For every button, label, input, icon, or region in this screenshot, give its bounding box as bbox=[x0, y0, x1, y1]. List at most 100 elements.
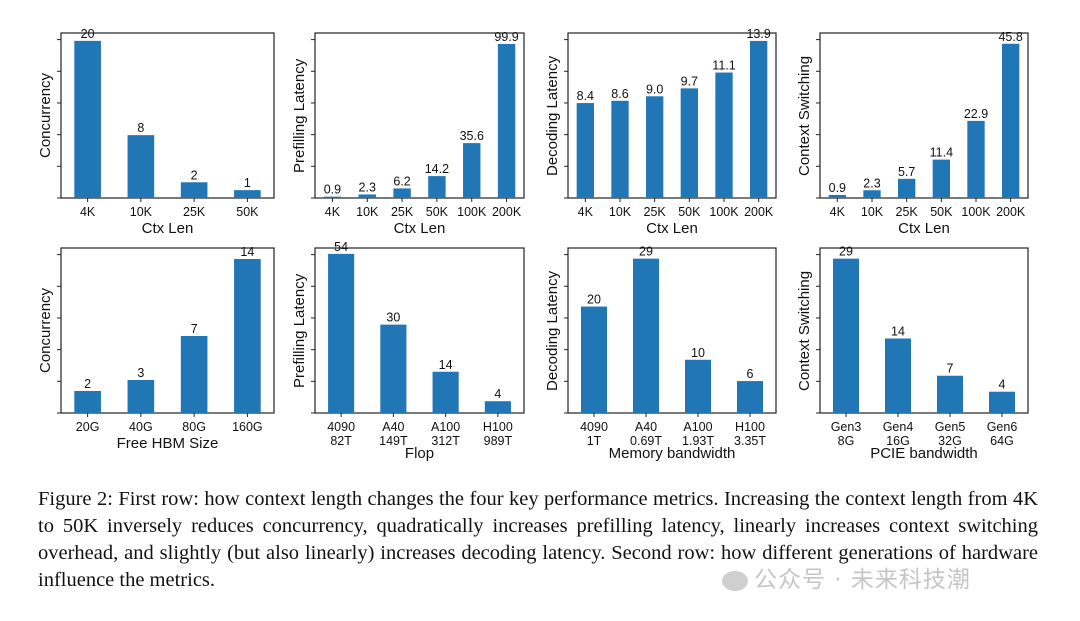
chart-5-bar bbox=[127, 380, 155, 413]
chart-5-bar bbox=[180, 336, 208, 413]
chart-1-data-label: 8 bbox=[137, 121, 144, 135]
chart-6-data-label: 30 bbox=[386, 311, 400, 325]
chart-3-data-label: 8.6 bbox=[611, 87, 628, 101]
chart-1-xlabel: Ctx Len bbox=[141, 220, 194, 237]
chart-7-data-label: 20 bbox=[587, 293, 601, 307]
chart-6-tick-label: H100 bbox=[483, 420, 513, 434]
chart-5-xlabel: Free HBM Size bbox=[116, 435, 219, 452]
chart-4-bar bbox=[828, 194, 846, 198]
chart-1-data-label: 20 bbox=[81, 27, 95, 41]
chart-1-bar bbox=[127, 135, 155, 198]
chart-3-data-label: 13.9 bbox=[746, 27, 770, 41]
chart-2-bar bbox=[393, 188, 411, 198]
chart-8-bar bbox=[989, 391, 1015, 413]
chart-6-tick-label: A100 bbox=[431, 420, 460, 434]
chart-7-frame bbox=[567, 247, 777, 414]
chart-2-bar bbox=[358, 194, 376, 198]
chart-7-bar bbox=[581, 306, 607, 413]
chart-6-data-label: 14 bbox=[439, 358, 453, 372]
chart-7-tick-label: 0.69T bbox=[630, 434, 662, 448]
chart-8-tick-label: 16G bbox=[886, 434, 910, 448]
chart-4-bar bbox=[898, 178, 916, 198]
chart-7-data-label: 29 bbox=[639, 245, 653, 259]
chart-6-frame bbox=[314, 247, 525, 414]
chart-3-bar bbox=[715, 72, 733, 198]
watermark-text: 公众号 · 未来科技潮 bbox=[754, 567, 971, 593]
chart-7-bar bbox=[633, 258, 659, 413]
chart-2-bar bbox=[428, 176, 446, 198]
chart-5-svg: 2 20G 3 40G 7 80G 14 160G bbox=[57, 245, 275, 434]
chart-3-tick-label: 200K bbox=[744, 205, 774, 219]
chart-8-bar bbox=[885, 338, 911, 413]
chart-3-bar bbox=[680, 88, 698, 198]
chart-3-tick-label: 4K bbox=[578, 205, 594, 219]
chart-2-svg: 0.9 4K 2.3 10K 6.2 25K 14.2 50K 35.6 100K 99.9 200K bbox=[311, 30, 525, 219]
chart-2-data-label: 14.2 bbox=[425, 162, 449, 176]
chart-5-bar bbox=[234, 259, 261, 413]
chart-5-tick-label: 40G bbox=[129, 420, 153, 434]
chart-3-bar bbox=[576, 103, 594, 198]
chart-3-data-label: 8.4 bbox=[577, 89, 594, 103]
chart-2-tick-label: 100K bbox=[457, 205, 487, 219]
chart-6-tick-label: 989T bbox=[484, 434, 513, 448]
chart-5-bar bbox=[74, 391, 101, 413]
chart-8-bar bbox=[937, 375, 963, 413]
chart-4-data-label: 0.9 bbox=[829, 181, 846, 195]
chart-3-data-label: 11.1 bbox=[712, 59, 735, 73]
chart-6-tick-label: 82T bbox=[330, 434, 352, 448]
chart-4-data-label: 22.9 bbox=[964, 107, 988, 121]
chart-8-bar bbox=[833, 258, 859, 413]
chart-5-data-label: 7 bbox=[191, 322, 198, 336]
chart-1-svg: 20 4K 8 10K 2 25K 1 50K bbox=[57, 27, 275, 219]
chart-5-tick-label: 80G bbox=[182, 420, 206, 434]
chart-6-data-label: 4 bbox=[494, 387, 501, 401]
chart-4-xlabel: Ctx Len bbox=[898, 220, 950, 237]
chart-1-bar bbox=[180, 182, 208, 198]
chart-4-bar bbox=[863, 190, 881, 198]
chart-7-bar bbox=[685, 359, 711, 413]
chart-5-data-label: 2 bbox=[84, 377, 91, 391]
chart-8-ylabel: Context Switching bbox=[796, 270, 813, 391]
chart-5-frame bbox=[60, 247, 275, 414]
chart-6-bar bbox=[484, 401, 511, 413]
chart-7-data-label: 6 bbox=[747, 367, 754, 381]
chart-1-bar bbox=[74, 40, 101, 198]
chart-7-tick-label: 1T bbox=[587, 434, 602, 448]
chart-7-tick-label: A40 bbox=[635, 420, 657, 434]
chart-2-tick-label: 25K bbox=[391, 205, 414, 219]
chart-6-bar bbox=[380, 324, 407, 413]
chart-5-tick-label: 20G bbox=[76, 420, 100, 434]
chart-1-tick-label: 4K bbox=[80, 205, 96, 219]
chart-3-bar bbox=[750, 40, 768, 199]
chart-8-xlabel: PCIE bandwidth bbox=[870, 445, 978, 462]
chart-8-data-label: 7 bbox=[947, 362, 954, 376]
chart-6-bar bbox=[328, 253, 355, 413]
chart-6-tick-label: 149T bbox=[379, 434, 408, 448]
chart-2-tick-label: 200K bbox=[492, 205, 522, 219]
chart-8-data-label: 4 bbox=[999, 378, 1006, 392]
chart-7-tick-label: A100 bbox=[683, 420, 712, 434]
chart-3-bar bbox=[646, 96, 664, 198]
chart-6-bar bbox=[432, 371, 459, 413]
chart-8-tick-label: 64G bbox=[990, 434, 1014, 448]
chart-1-tick-label: 50K bbox=[236, 205, 259, 219]
wechat-icon bbox=[722, 570, 748, 591]
chart-8-frame bbox=[819, 247, 1029, 414]
chart-3-frame bbox=[567, 32, 777, 199]
chart-2-bar bbox=[323, 196, 342, 198]
chart-7-tick-label: H100 bbox=[735, 420, 765, 434]
chart-6-tick-label: 4090 bbox=[327, 420, 355, 434]
chart-6-tick-label: 312T bbox=[431, 434, 460, 448]
chart-4-data-label: 11.4 bbox=[930, 146, 953, 160]
chart-2-tick-label: 10K bbox=[356, 205, 379, 219]
chart-4-bar bbox=[967, 120, 985, 198]
chart-4-bar bbox=[1002, 43, 1020, 198]
chart-8-tick-label: Gen4 bbox=[883, 420, 914, 434]
chart-1-bar bbox=[234, 190, 261, 198]
chart-1-data-label: 2 bbox=[191, 168, 198, 182]
chart-8-tick-label: Gen6 bbox=[987, 420, 1018, 434]
chart-3-tick-label: 25K bbox=[644, 205, 667, 219]
chart-8-tick-label: 32G bbox=[938, 434, 962, 448]
chart-4-tick-label: 100K bbox=[961, 205, 991, 219]
